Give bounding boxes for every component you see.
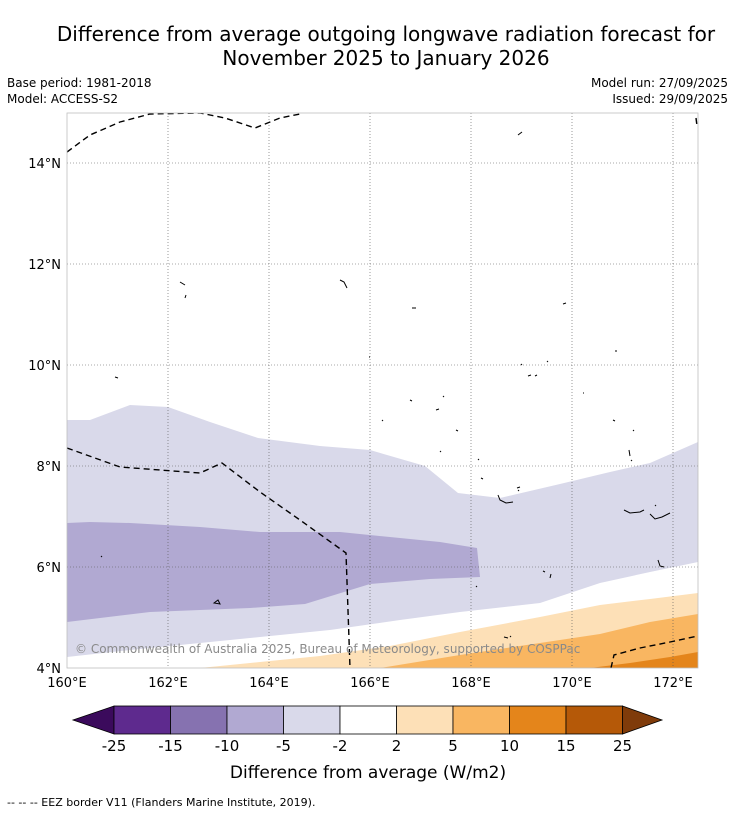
island bbox=[409, 395, 445, 411]
model-name: Model: ACCESS-S2 bbox=[7, 92, 119, 106]
lon-tick-label: 164°E bbox=[249, 676, 289, 691]
colorbar-bin bbox=[565, 705, 623, 735]
map-title: Difference from average outgoing longwav… bbox=[56, 22, 716, 70]
island bbox=[657, 559, 665, 568]
island bbox=[381, 419, 459, 453]
colorbar-tick-label: -2 bbox=[333, 737, 348, 755]
copyright-notice: © Commonwealth of Australia 2025, Bureau… bbox=[75, 642, 580, 656]
island bbox=[212, 599, 221, 605]
island bbox=[623, 509, 645, 514]
colorbar-bin bbox=[339, 705, 397, 735]
island bbox=[100, 555, 478, 588]
lat-tick-label: 10°N bbox=[28, 359, 61, 374]
colorbar-tick-label: 10 bbox=[500, 737, 519, 755]
plot-frame bbox=[66, 112, 699, 669]
colorbar-bin bbox=[452, 705, 510, 735]
colorbar-bin bbox=[170, 705, 228, 735]
colorbar-bin bbox=[283, 705, 341, 735]
lon-tick-label: 160°E bbox=[47, 676, 87, 691]
meta-left: Base period: 1981-2018 Model: ACCESS-S2 bbox=[7, 75, 152, 107]
eez-border-southeast bbox=[610, 635, 698, 668]
colorbar-tick-label: 5 bbox=[448, 737, 458, 755]
lon-tick-label: 162°E bbox=[148, 676, 188, 691]
lat-tick-label: 8°N bbox=[37, 460, 62, 475]
colorbar-tick-label: 25 bbox=[613, 737, 632, 755]
island bbox=[612, 419, 635, 462]
eez-legend-note: -- -- -- EEZ border V11 (Flanders Marine… bbox=[7, 796, 316, 809]
island bbox=[562, 302, 567, 305]
colorbar-tick-label: 2 bbox=[392, 737, 402, 755]
colorbar-tick-label: -5 bbox=[276, 737, 291, 755]
colorbar-tick-label: -15 bbox=[158, 737, 183, 755]
island bbox=[654, 504, 657, 507]
gridlines bbox=[67, 113, 698, 668]
island bbox=[339, 279, 348, 289]
lat-tick-label: 4°N bbox=[37, 662, 62, 677]
colorbar-bin bbox=[113, 705, 171, 735]
islands bbox=[100, 131, 671, 639]
longitude-axis: 160°E 162°E 164°E 166°E 168°E 170°E 172°… bbox=[47, 676, 693, 691]
island bbox=[583, 350, 617, 394]
lat-tick-label: 12°N bbox=[28, 258, 61, 273]
island bbox=[477, 458, 521, 492]
model-run: Model run: 27/09/2025 bbox=[590, 76, 728, 90]
eez-border-west bbox=[67, 447, 351, 668]
lon-tick-label: 170°E bbox=[552, 676, 592, 691]
eez-borders bbox=[67, 113, 698, 668]
colorbar-tick-label: 15 bbox=[556, 737, 575, 755]
plot-area: © Commonwealth of Australia 2025, Bureau… bbox=[67, 113, 698, 668]
colorbar-title: Difference from average (W/m2) bbox=[230, 763, 506, 783]
island bbox=[503, 635, 512, 639]
issued-date: Issued: 29/09/2025 bbox=[612, 92, 728, 106]
lon-tick-label: 172°E bbox=[653, 676, 693, 691]
lat-tick-label: 6°N bbox=[37, 561, 62, 576]
region-5-10 bbox=[380, 614, 698, 668]
colorbar: -25 -15 -10 -5 -2 2 5 10 15 25 Differenc… bbox=[71, 705, 664, 783]
island bbox=[497, 494, 514, 504]
colorbar-tick-label: -25 bbox=[102, 737, 127, 755]
colorbar-bin bbox=[509, 705, 567, 735]
lon-tick-label: 166°E bbox=[350, 676, 390, 691]
colorbar-bin bbox=[226, 705, 284, 735]
region-10-15 bbox=[590, 652, 698, 668]
meta-right: Model run: 27/09/2025 Issued: 29/09/2025 bbox=[591, 75, 728, 107]
island bbox=[520, 360, 549, 377]
island bbox=[114, 376, 119, 379]
latitude-axis: 4°N 6°N 8°N 10°N 12°N 14°N bbox=[28, 157, 61, 677]
island bbox=[649, 512, 671, 520]
base-period: Base period: 1981-2018 bbox=[7, 76, 152, 90]
lon-tick-label: 168°E bbox=[451, 676, 491, 691]
colorbar-under-arrow bbox=[71, 705, 115, 735]
colorbar-over-arrow bbox=[622, 705, 664, 735]
lat-tick-label: 14°N bbox=[28, 157, 61, 172]
colorbar-bin bbox=[396, 705, 454, 735]
eez-border-northeast bbox=[695, 117, 698, 127]
island bbox=[517, 131, 523, 136]
island bbox=[542, 570, 552, 579]
colorbar-tick-label: -10 bbox=[215, 737, 240, 755]
region-minus10-minus5 bbox=[67, 522, 480, 622]
island bbox=[179, 281, 187, 299]
